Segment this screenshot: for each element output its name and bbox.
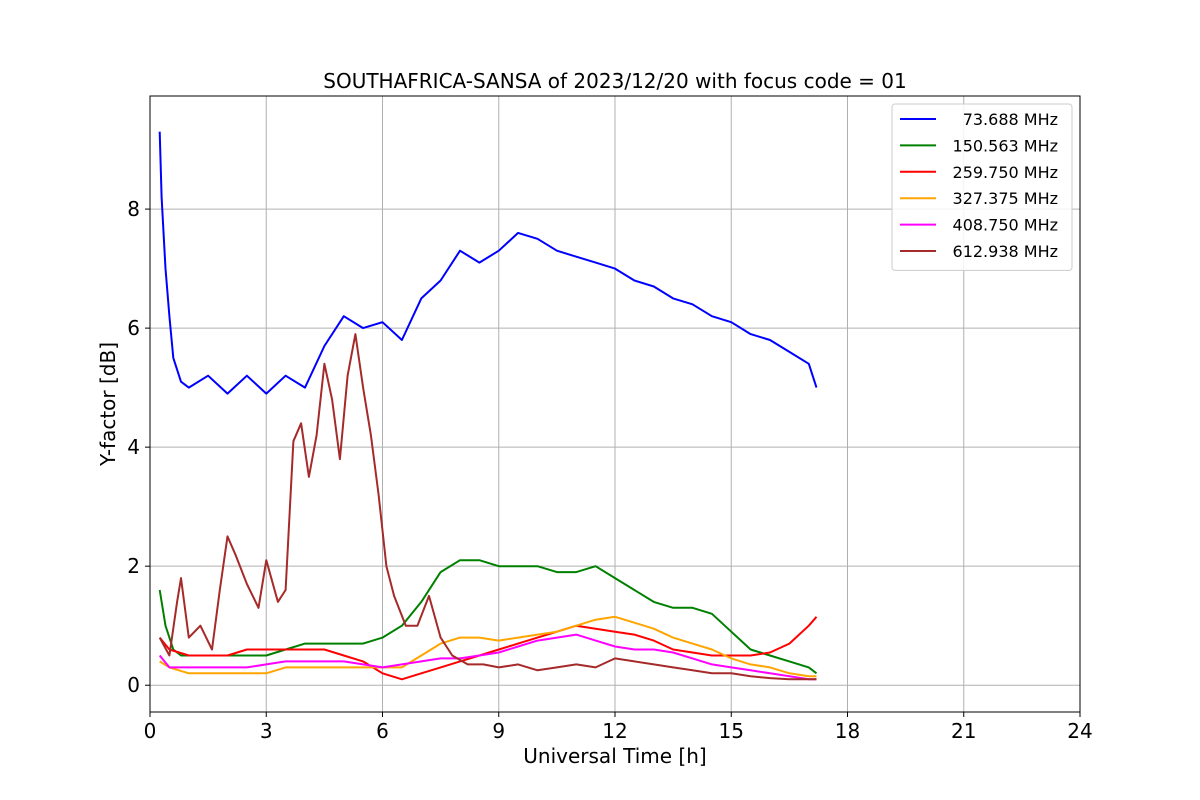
y-tick-label: 2 — [127, 554, 140, 578]
legend-label: 150.563 MHz — [953, 136, 1058, 155]
legend-label: 259.750 MHz — [953, 163, 1058, 182]
x-tick-label: 21 — [951, 719, 976, 743]
legend-label: 73.688 MHz — [963, 110, 1058, 129]
legend-label: 408.750 MHz — [953, 216, 1058, 235]
series-line-4 — [158, 633, 817, 681]
x-axis-label: Universal Time [h] — [523, 744, 706, 768]
x-tick-label: 15 — [719, 719, 744, 743]
chart-title: SOUTHAFRICA-SANSA of 2023/12/20 with foc… — [323, 69, 907, 93]
series-lines — [158, 131, 818, 681]
x-tick-label: 0 — [144, 719, 157, 743]
series-line-5 — [158, 333, 817, 681]
series-line-0 — [158, 131, 818, 395]
y-tick-label: 4 — [127, 435, 140, 459]
legend: 73.688 MHz 150.563 MHz 259.750 MHz 327.375 … — [891, 103, 1073, 271]
series-line-3 — [159, 615, 817, 678]
x-tick-label: 9 — [492, 719, 505, 743]
y-tick-label: 0 — [127, 673, 140, 697]
series-line-2 — [158, 616, 818, 681]
x-tick-label: 12 — [602, 719, 627, 743]
y-axis-label: Y-factor [dB] — [96, 342, 120, 467]
legend-label: 327.375 MHz — [953, 189, 1058, 208]
y-tick-label: 8 — [127, 197, 140, 221]
y-tick-label: 6 — [127, 316, 140, 340]
legend-label: 612.938 MHz — [953, 242, 1058, 261]
x-tick-label: 18 — [835, 719, 860, 743]
x-tick-label: 6 — [376, 719, 389, 743]
x-tick-label: 24 — [1067, 719, 1092, 743]
legend-box — [891, 103, 1073, 271]
x-tick-label: 3 — [260, 719, 273, 743]
